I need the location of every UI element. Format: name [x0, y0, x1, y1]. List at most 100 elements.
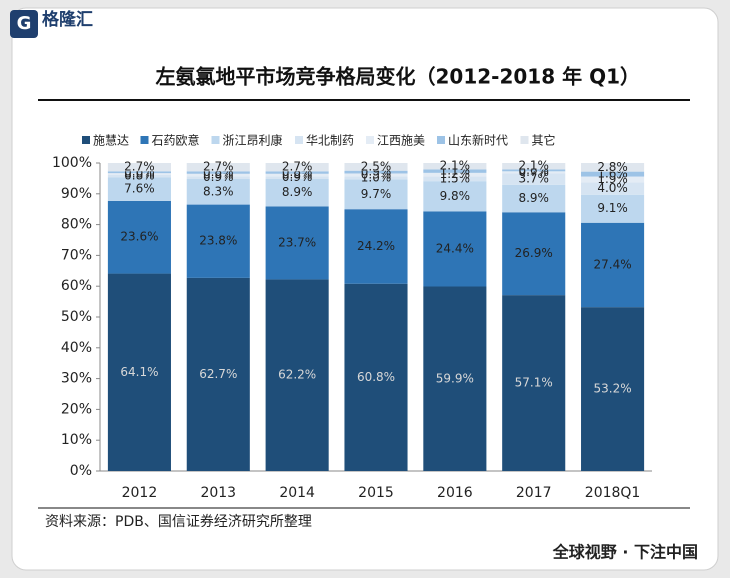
- bar-segment: [423, 172, 487, 177]
- bar-segment: [344, 173, 408, 177]
- bar-segment: [423, 211, 487, 287]
- data-label: 62.2%: [278, 368, 316, 382]
- data-label: 9.1%: [597, 201, 628, 215]
- bar-segment: [265, 279, 329, 471]
- legend-label: 浙江昂利康: [223, 133, 283, 148]
- data-label: 3.7%: [518, 172, 549, 186]
- data-label: 2.1%: [440, 159, 471, 173]
- data-label: 4.0%: [597, 181, 628, 195]
- data-label: 64.1%: [120, 365, 158, 379]
- y-tick-label: 90%: [61, 186, 92, 202]
- x-tick-label: 2015: [358, 485, 394, 501]
- bar-segment: [107, 171, 171, 174]
- data-label: 8.9%: [518, 191, 549, 205]
- bar-segment: [581, 182, 645, 195]
- legend-swatch: [82, 136, 90, 144]
- data-label: 2.7%: [124, 160, 155, 174]
- data-label: 2.1%: [518, 159, 549, 173]
- bar-segment: [581, 163, 645, 172]
- bar-segment: [186, 171, 250, 174]
- y-tick-label: 70%: [61, 247, 92, 263]
- data-label: 2.7%: [203, 160, 234, 174]
- data-label: 7.6%: [124, 182, 155, 196]
- bar-segment: [107, 173, 171, 176]
- bar-segment: [423, 176, 487, 182]
- bar-segment: [581, 176, 645, 183]
- data-label: 23.7%: [278, 235, 316, 249]
- x-tick-label: 2014: [279, 485, 315, 501]
- data-label: 2.5%: [361, 159, 392, 173]
- legend-label: 施慧达: [93, 133, 129, 148]
- logo-letter: G: [17, 13, 32, 34]
- legend-label: 江西施美: [377, 134, 425, 148]
- y-tick-label: 30%: [61, 371, 92, 387]
- bar-segment: [107, 200, 171, 274]
- legend-label: 华北制药: [306, 134, 354, 148]
- bar-segment: [344, 176, 408, 180]
- bar-segment: [502, 163, 566, 170]
- bar-segment: [502, 171, 566, 174]
- footer: 全球视野 · 下注中国: [552, 543, 698, 562]
- data-label: 9.7%: [361, 187, 392, 201]
- y-tick-label: 60%: [61, 278, 92, 294]
- legend-label: 其它: [532, 133, 556, 148]
- bar-segment: [186, 173, 250, 177]
- bar-segment: [265, 173, 329, 177]
- legend-swatch: [295, 136, 303, 144]
- x-tick-label: 2013: [200, 485, 236, 501]
- bar-segment: [344, 163, 408, 171]
- x-tick-label: 2012: [122, 485, 158, 501]
- bar-segment: [186, 204, 250, 278]
- data-label: 60.8%: [357, 370, 395, 384]
- data-label: 9.8%: [440, 189, 471, 203]
- legend-swatch: [211, 136, 220, 144]
- y-tick-label: 100%: [52, 155, 92, 171]
- bar-segment: [344, 209, 408, 284]
- bar-segment: [265, 163, 329, 172]
- bar-segment: [107, 273, 171, 471]
- logo-icon: [10, 10, 38, 38]
- x-tick-label: 2018Q1: [585, 485, 641, 501]
- bar-segment: [344, 170, 408, 174]
- data-label: 8.3%: [203, 184, 234, 198]
- bar-segment: [265, 171, 329, 174]
- bar-segment: [502, 295, 566, 471]
- legend-label: 山东新时代: [448, 133, 508, 148]
- data-label: 26.9%: [515, 246, 553, 260]
- legend-label: 石药欧意: [152, 133, 200, 148]
- bar-segment: [186, 176, 250, 180]
- data-label: 2.7%: [282, 160, 313, 174]
- y-tick-label: 0%: [70, 463, 92, 479]
- bar-segment: [107, 163, 171, 172]
- legend-swatch: [140, 136, 149, 144]
- bar-segment: [423, 169, 487, 173]
- y-tick-label: 20%: [61, 401, 92, 417]
- bar-segment: [107, 175, 171, 178]
- bar-segment: [581, 194, 645, 223]
- bar-segment: [344, 283, 408, 471]
- bar-segment: [186, 163, 250, 172]
- x-tick-label: 2016: [437, 485, 473, 501]
- bar-segment: [502, 212, 566, 296]
- bar-segment: [423, 181, 487, 212]
- bar-segment: [186, 277, 250, 471]
- bar-segment: [502, 169, 566, 172]
- data-label: 62.7%: [199, 367, 237, 381]
- bar-segment: [344, 179, 408, 210]
- data-label: 59.9%: [436, 371, 474, 385]
- bar-segment: [502, 184, 566, 213]
- bar-segment: [265, 176, 329, 180]
- bar-segment: [265, 179, 329, 207]
- bar-segment: [581, 222, 645, 308]
- data-label: 23.6%: [120, 230, 158, 244]
- data-label: 57.1%: [515, 376, 553, 390]
- x-tick-label: 2017: [516, 485, 552, 501]
- data-label: 27.4%: [594, 257, 632, 271]
- bar-segment: [423, 163, 487, 170]
- y-tick-label: 80%: [61, 217, 92, 233]
- chart-title: 左氨氯地平市场竞争格局变化（2012-2018 年 Q1）: [156, 65, 640, 89]
- data-label: 23.8%: [199, 234, 237, 248]
- data-label: 8.9%: [282, 185, 313, 199]
- bar-segment: [265, 206, 329, 280]
